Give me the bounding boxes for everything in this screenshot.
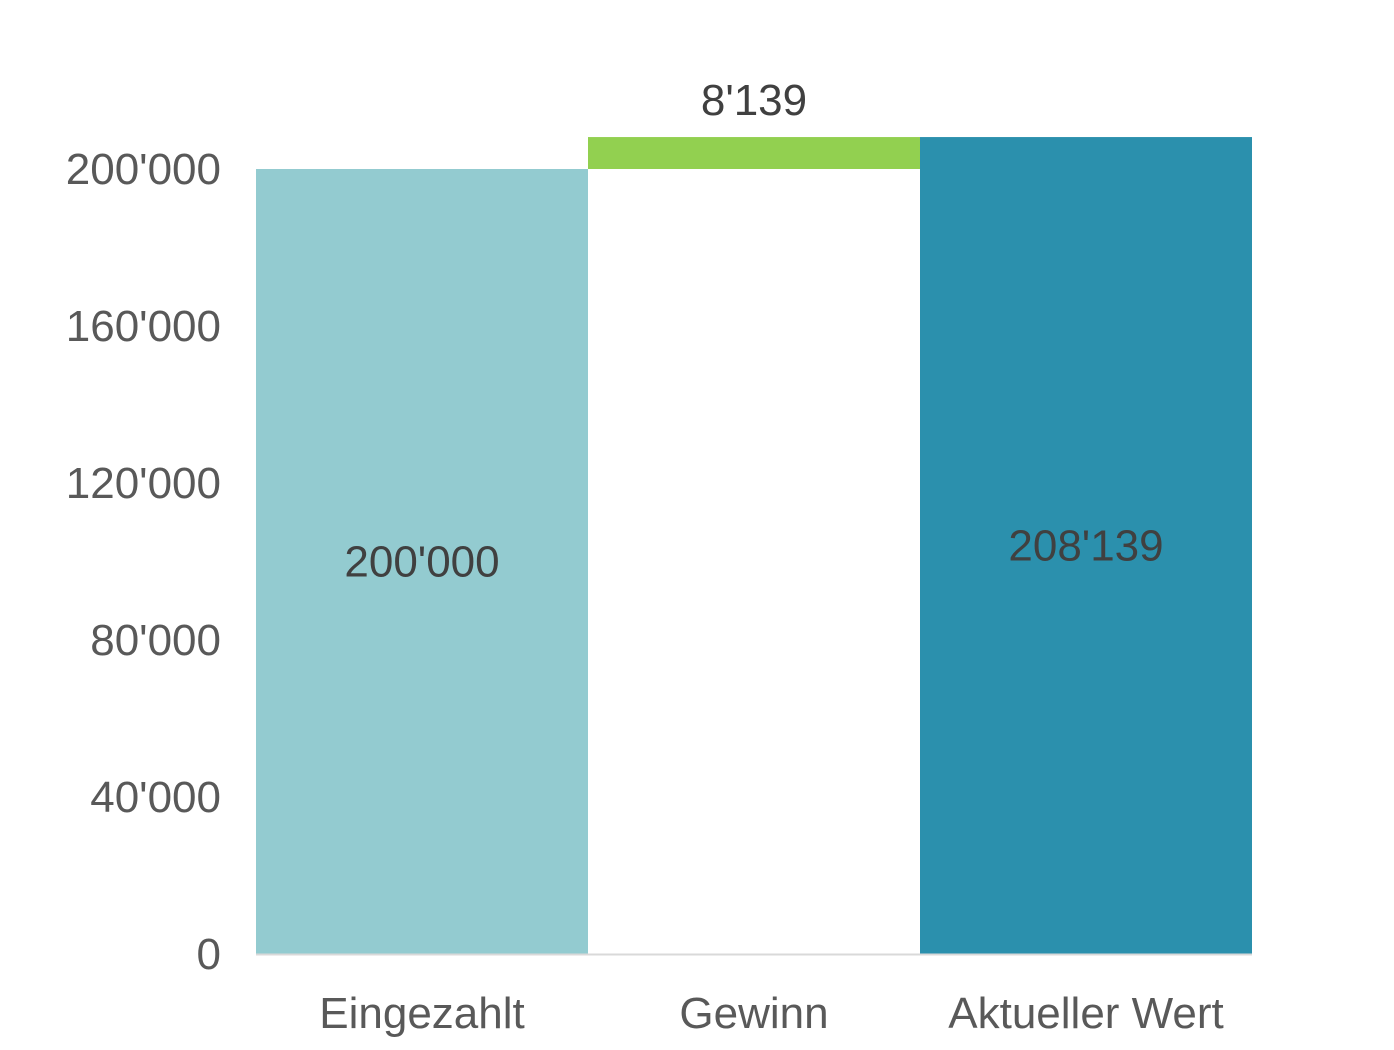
y-tick-label: 120'000 <box>66 459 221 508</box>
labels-layer: 200'000 8'139 208'139 <box>344 76 1163 586</box>
y-tick-label: 0 <box>197 930 221 979</box>
bar-aktueller-wert <box>920 137 1252 954</box>
y-tick-label: 200'000 <box>66 145 221 194</box>
data-label-aktueller-wert: 208'139 <box>1008 522 1163 571</box>
y-tick-label: 80'000 <box>90 616 221 665</box>
category-label-gewinn: Gewinn <box>679 989 828 1038</box>
data-label-gewinn: 8'139 <box>701 76 807 125</box>
y-tick-label: 160'000 <box>66 302 221 351</box>
data-label-eingezahlt: 200'000 <box>344 538 499 587</box>
axis-layer: 0 40'000 80'000 120'000 160'000 200'000 Eingez… <box>66 145 1252 1038</box>
category-label-aktueller-wert: Aktueller Wert <box>948 989 1224 1038</box>
category-label-eingezahlt: Eingezahlt <box>319 989 524 1038</box>
bars-layer <box>256 137 1252 954</box>
bar-gewinn <box>588 137 920 169</box>
bar-eingezahlt <box>256 169 588 954</box>
y-tick-label: 40'000 <box>90 773 221 822</box>
